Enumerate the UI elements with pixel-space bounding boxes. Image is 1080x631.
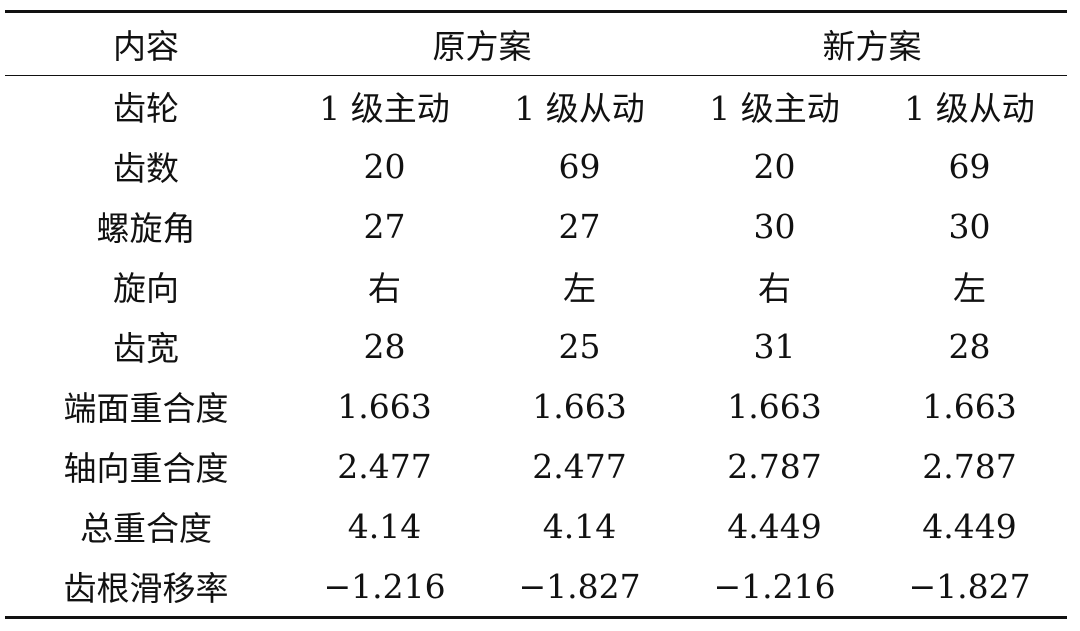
table-cell: 25 [558, 326, 601, 366]
table-cell: 右 [758, 269, 791, 308]
table-cell: 27 [363, 206, 406, 246]
table-cell: 69 [558, 146, 601, 186]
table-cell: 4.14 [542, 506, 617, 546]
table-row: 螺旋角 27 27 30 30 [5, 196, 1067, 256]
table-cell: 4.449 [727, 506, 822, 546]
table-cell: 1.663 [532, 386, 627, 426]
table-cell: 1.663 [727, 386, 822, 426]
table-row: 总重合度 4.14 4.14 4.449 4.449 [5, 496, 1067, 556]
table-row: 齿根滑移率 −1.216 −1.827 −1.216 −1.827 [5, 556, 1067, 618]
table-cell: −1.827 [908, 566, 1031, 606]
table-cell: 1 级从动 [904, 89, 1035, 128]
table-cell: −1.216 [713, 566, 836, 606]
table-cell: 2.787 [922, 446, 1017, 486]
header-cell: 新方案 [677, 11, 1067, 76]
table-row: 齿宽 28 25 31 28 [5, 316, 1067, 376]
header-cell: 原方案 [287, 11, 677, 76]
row-label: 齿数 [113, 149, 179, 188]
table-row: 旋向 右 左 右 左 [5, 256, 1067, 316]
table-cell: 2.477 [337, 446, 432, 486]
table-cell: 30 [753, 206, 796, 246]
row-label: 轴向重合度 [63, 449, 229, 488]
row-label: 端面重合度 [63, 389, 229, 428]
table-cell: 1.663 [337, 386, 432, 426]
table-cell: −1.216 [323, 566, 446, 606]
table-cell: 69 [948, 146, 991, 186]
table-cell: 4.14 [347, 506, 422, 546]
row-label: 齿宽 [113, 329, 179, 368]
header-cell: 内容 [5, 11, 287, 76]
table-cell: 2.477 [532, 446, 627, 486]
table-cell: 2.787 [727, 446, 822, 486]
data-table: 内容 原方案 新方案 齿轮 1 级主动 1 级从动 1 级主动 1 级从动齿数 20 69 2… [5, 10, 1067, 619]
table-cell: 4.449 [922, 506, 1017, 546]
table-cell: 1 级从动 [514, 89, 645, 128]
table-row: 齿数 20 69 20 69 [5, 136, 1067, 196]
table-cell: 20 [753, 146, 796, 186]
header-row: 内容 原方案 新方案 [5, 11, 1067, 76]
table-cell: −1.827 [518, 566, 641, 606]
table-cell: 28 [363, 326, 406, 366]
table-cell: 28 [948, 326, 991, 366]
table-header: 内容 原方案 新方案 [5, 11, 1067, 76]
table-cell: 31 [753, 326, 796, 366]
table-cell: 20 [363, 146, 406, 186]
table-cell: 27 [558, 206, 601, 246]
table-cell: 1 级主动 [709, 89, 840, 128]
table-row: 齿轮 1 级主动 1 级从动 1 级主动 1 级从动 [5, 76, 1067, 137]
table-cell: 左 [563, 269, 596, 308]
row-label: 旋向 [113, 269, 179, 308]
table-row: 端面重合度 1.663 1.663 1.663 1.663 [5, 376, 1067, 436]
table-cell: 30 [948, 206, 991, 246]
table-cell: 右 [368, 269, 401, 308]
table-cell: 1 级主动 [319, 89, 450, 128]
row-label: 总重合度 [80, 509, 212, 548]
table-row: 轴向重合度 2.477 2.477 2.787 2.787 [5, 436, 1067, 496]
table-cell: 1.663 [922, 386, 1017, 426]
row-label: 螺旋角 [96, 209, 196, 248]
table-body: 齿轮 1 级主动 1 级从动 1 级主动 1 级从动齿数 20 69 20 69 螺旋角 27 27 3… [5, 76, 1067, 618]
table-cell: 左 [953, 269, 986, 308]
row-label: 齿根滑移率 [63, 569, 229, 608]
row-label: 齿轮 [113, 89, 179, 128]
